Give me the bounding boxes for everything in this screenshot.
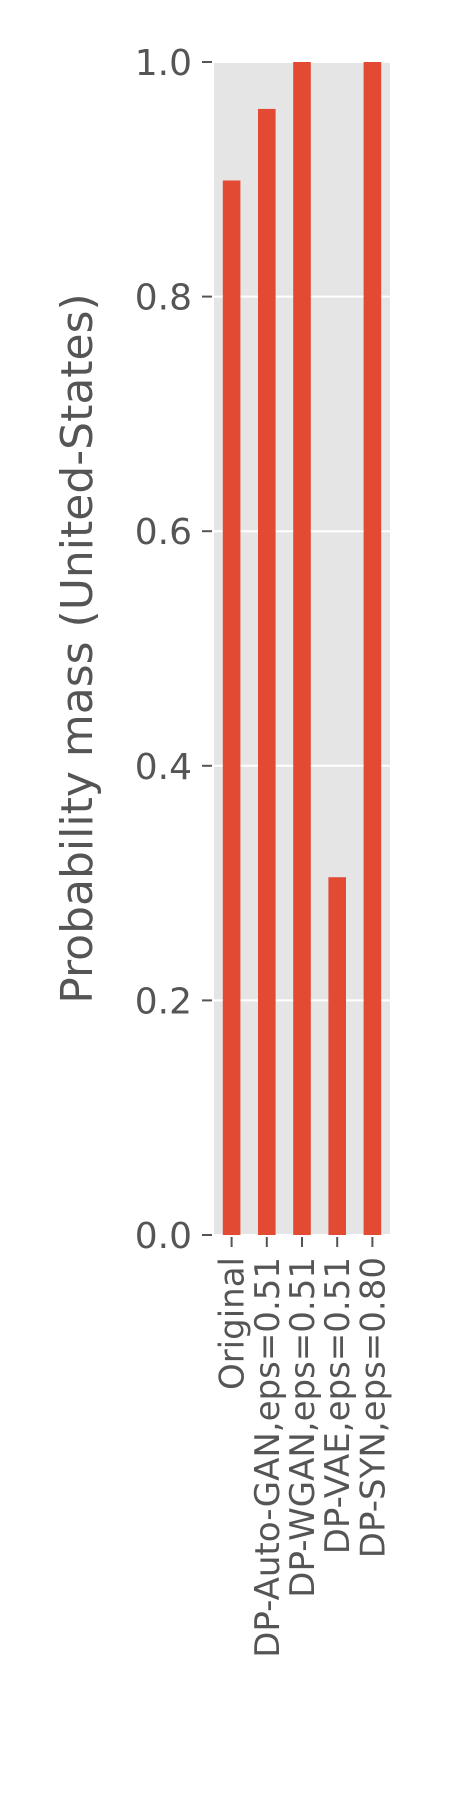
x-axis: OriginalDP-Auto-GAN,eps=0.51DP-WGAN,eps=… — [213, 1237, 393, 1658]
bar — [258, 108, 276, 1235]
bar — [293, 62, 311, 1235]
bar — [363, 62, 382, 1235]
x-tick-label: DP-VAE,eps=0.51 — [318, 1257, 358, 1554]
y-tick-label: 0.6 — [135, 512, 192, 553]
y-tick-label: 1.0 — [135, 43, 192, 84]
bar — [222, 180, 241, 1235]
y-tick-label: 0.8 — [135, 278, 192, 319]
x-tick-label: Original — [213, 1257, 253, 1390]
y-tick-label: 0.4 — [135, 747, 192, 788]
y-tick-label: 0.0 — [135, 1216, 192, 1257]
x-tick-label: DP-WGAN,eps=0.51 — [283, 1257, 323, 1598]
y-axis-label: Probability mass (United-States) — [52, 293, 103, 1003]
y-tick-label: 0.2 — [135, 981, 192, 1022]
bar — [328, 877, 346, 1235]
x-tick-label: DP-SYN,eps=0.80 — [353, 1257, 393, 1558]
x-tick-label: DP-Auto-GAN,eps=0.51 — [248, 1257, 288, 1658]
y-axis: 0.0 0.2 0.4 0.6 0.8 1.0 — [135, 43, 212, 1257]
bars — [222, 62, 382, 1235]
